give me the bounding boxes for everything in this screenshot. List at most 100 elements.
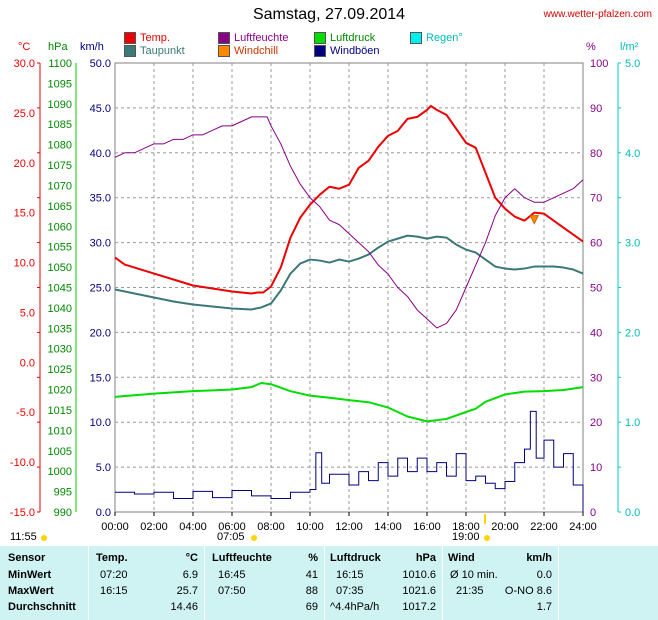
- unit-wind: km/h: [80, 41, 104, 53]
- humidity-tick-label: 0: [590, 507, 596, 519]
- pressure-tick-label: 1035: [48, 323, 72, 335]
- x-tick-label: 18:00: [452, 521, 480, 533]
- legend-swatch-temp: [124, 32, 136, 44]
- pressure-tick-label: 1025: [48, 364, 72, 376]
- x-tick-label: 16:00: [413, 521, 441, 533]
- stats-hum-value: 69: [305, 601, 318, 613]
- pressure-tick-label: 1030: [48, 344, 72, 356]
- wind-tick-label: 40.0: [90, 148, 111, 160]
- stats-hum-value: 41: [305, 569, 318, 581]
- stats-header-wind-unit: km/h: [526, 552, 552, 564]
- sunrise-sun-icon: [251, 535, 257, 541]
- rain-tick-label: 2.0: [625, 327, 640, 339]
- stats-header-sensor: Sensor: [8, 552, 46, 564]
- humidity-tick-label: 60: [590, 238, 602, 250]
- pressure-tick-label: 1080: [48, 140, 72, 152]
- x-tick-label: 14:00: [374, 521, 402, 533]
- x-tick-label: 20:00: [491, 521, 519, 533]
- legend-dewpoint: Taupunkt: [124, 45, 185, 57]
- stats-header-temp: Temp.: [96, 552, 128, 564]
- temp-tick-label: 30.0: [14, 58, 35, 70]
- stats-pres-value: 1017.2: [402, 601, 436, 613]
- pressure-tick-label: 1060: [48, 221, 72, 233]
- humidity-tick-label: 50: [590, 283, 602, 295]
- wind-tick-label: 5.0: [96, 462, 111, 474]
- sunset-label: 19:00: [452, 531, 480, 543]
- humidity-tick-label: 30: [590, 372, 602, 384]
- x-tick-label: 12:00: [335, 521, 363, 533]
- legend-windchill: Windchill: [218, 45, 278, 57]
- unit-temp: °C: [18, 41, 31, 53]
- humidity-tick-label: 80: [590, 148, 602, 160]
- temp-tick-label: -5.0: [16, 407, 35, 419]
- stats-temp-value: 25.7: [176, 585, 198, 597]
- stats-pres-trend: ^4.4hPa/h: [330, 601, 380, 613]
- stats-temp-value: 14.46: [170, 601, 198, 613]
- stats-wind-time: Ø 10 min.: [450, 569, 498, 581]
- pressure-tick-label: 1100: [48, 58, 72, 70]
- wind-tick-label: 35.0: [90, 193, 111, 205]
- legend-temp: Temp.: [124, 32, 170, 44]
- legend-label-dewpoint: Taupunkt: [140, 45, 185, 57]
- pressure-tick-label: 1010: [48, 425, 72, 437]
- legend-label-pressure: Luftdruck: [330, 32, 376, 44]
- stats-pres-value: 1021.6: [402, 585, 436, 597]
- stats-temp-time: 16:15: [100, 585, 128, 597]
- series-taupunkt: [114, 234, 584, 311]
- x-tick-label: 22:00: [530, 521, 558, 533]
- legend-label-windchill: Windchill: [234, 45, 279, 57]
- wind-tick-label: 10.0: [90, 417, 111, 429]
- x-tick-label: 04:00: [179, 521, 207, 533]
- unit-humidity: %: [586, 41, 596, 53]
- pressure-tick-label: 1075: [48, 160, 72, 172]
- temp-tick-label: -15.0: [10, 507, 35, 519]
- pressure-tick-label: 1015: [48, 405, 72, 417]
- humidity-tick-label: 70: [590, 193, 602, 205]
- x-tick-label: 02:00: [140, 521, 168, 533]
- series-luftfeuchte: [114, 116, 584, 329]
- wind-tick-label: 20.0: [90, 327, 111, 339]
- legend-label-gusts: Windböen: [330, 45, 380, 57]
- stats-hum-time: 07:50: [218, 585, 246, 597]
- wind-tick-label: 30.0: [90, 238, 111, 250]
- stats-header-wind: Wind: [448, 552, 475, 564]
- legend-gusts: Windböen: [314, 45, 380, 57]
- x-tick-label: 10:00: [296, 521, 324, 533]
- site-link[interactable]: www.wetter-pfalzen.com: [543, 9, 652, 20]
- stats-row-label: MaxWert: [8, 585, 54, 597]
- stats-pres-time: 16:15: [336, 569, 364, 581]
- temp-tick-label: 15.0: [14, 208, 35, 220]
- weather-chart: 30.0 25.0 20.0 15.0 10.0 5.0 0.0 -5.0 -10.0 -15.0…: [10, 58, 640, 541]
- stats-wind-value: 0.0: [536, 569, 552, 581]
- unit-rain: l/m²: [620, 41, 639, 53]
- pressure-tick-label: 1065: [48, 201, 72, 213]
- legend-pressure: Luftdruck: [314, 32, 375, 44]
- chart-grid: [114, 62, 584, 513]
- legend-humidity: Luftfeuchte: [218, 32, 288, 44]
- legend-swatch-rain: [410, 32, 422, 44]
- pressure-tick-label: 1040: [48, 303, 72, 315]
- sunset-sun-icon: [484, 535, 490, 541]
- chart-plot-area: [114, 104, 584, 512]
- humidity-tick-label: 10: [590, 462, 602, 474]
- humidity-tick-label: 90: [590, 103, 602, 115]
- x-tick-label: 06:00: [218, 521, 246, 533]
- temp-tick-label: 20.0: [14, 158, 35, 170]
- legend-label-rain: Regen°: [426, 32, 463, 44]
- pressure-tick-label: 1005: [48, 446, 72, 458]
- windchill-marker: [529, 215, 540, 225]
- pressure-tick-label: 1095: [48, 78, 72, 90]
- stats-wind-value: 1.7: [536, 601, 552, 613]
- wind-tick-label: 50.0: [90, 58, 111, 70]
- pressure-tick-label: 990: [54, 507, 72, 519]
- stats-hum-time: 16:45: [218, 569, 246, 581]
- chart-axes: 30.0 25.0 20.0 15.0 10.0 5.0 0.0 -5.0 -10.0 -15.0…: [10, 58, 640, 541]
- pressure-tick-label: 1055: [48, 242, 72, 254]
- humidity-tick-label: 40: [590, 327, 602, 339]
- chart-title: Samstag, 27.09.2014: [252, 6, 406, 23]
- stats-header-pressure-unit: hPa: [415, 552, 436, 564]
- pressure-tick-label: 995: [54, 487, 72, 499]
- pressure-tick-label: 1050: [48, 262, 72, 274]
- series-wind-gusts: [115, 410, 584, 512]
